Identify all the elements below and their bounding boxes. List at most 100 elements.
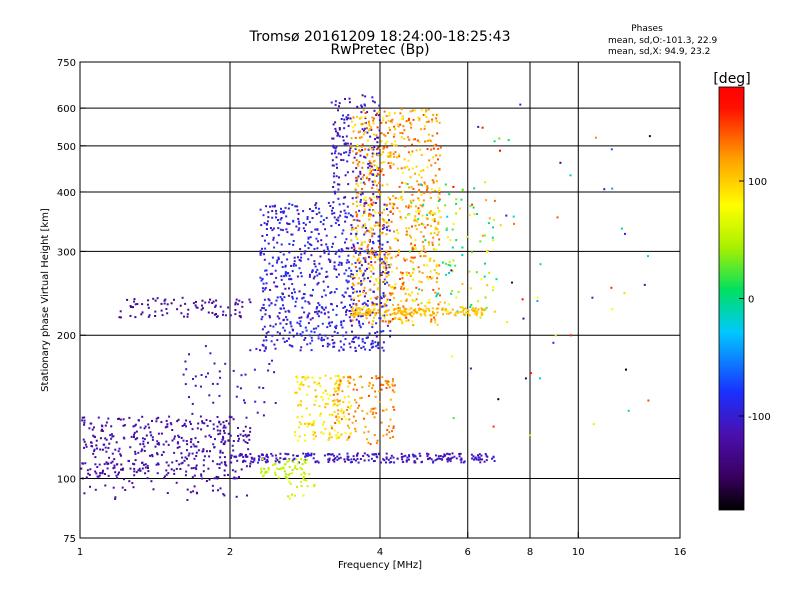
data-point [331,213,333,215]
data-point [359,171,361,173]
data-point [372,268,374,270]
data-point [103,444,105,446]
data-point [224,464,226,466]
data-point [298,229,300,231]
data-point [378,182,380,184]
data-point [302,331,304,333]
data-point [109,434,111,436]
data-point [371,148,373,150]
data-point [278,258,280,260]
data-point [338,256,340,258]
data-point [347,248,349,250]
data-point [347,425,349,427]
data-point [474,313,476,315]
data-point [280,211,282,213]
data-point [355,233,357,235]
data-point [411,144,413,146]
data-point [194,485,196,487]
data-point [202,307,204,309]
data-point [299,248,301,250]
data-point [237,386,239,388]
data-point [351,263,353,265]
data-point [391,271,393,273]
data-point [352,197,354,199]
data-point [349,407,351,409]
data-point [315,396,317,398]
data-point [496,278,498,280]
data-point [179,468,181,470]
data-point [329,261,331,263]
data-point [360,347,362,349]
data-point [342,159,344,161]
data-point [492,239,494,241]
data-point [286,231,288,233]
data-point [328,259,330,261]
data-point [390,247,392,249]
data-point [406,272,408,274]
data-point [343,416,345,418]
data-point [470,304,472,306]
data-point [189,421,191,423]
data-point [432,244,434,246]
data-point [369,136,371,138]
data-point [263,283,265,285]
data-point [134,432,136,434]
data-point [356,219,358,221]
data-point [443,309,445,311]
data-point [373,134,375,136]
data-point [406,120,408,122]
data-point [202,451,204,453]
data-point [94,471,96,473]
data-point [278,477,280,479]
data-point [294,260,296,262]
data-point [430,140,432,142]
data-point [308,313,310,315]
data-point [315,327,317,329]
data-point [390,457,392,459]
data-point [394,287,396,289]
data-point [404,182,406,184]
data-point [348,418,350,420]
data-point [258,459,260,461]
data-point [338,176,340,178]
data-point [336,405,338,407]
data-point [363,346,365,348]
data-point [333,123,335,125]
data-point [435,154,437,156]
data-point [283,296,285,298]
data-point [137,452,139,454]
data-point [398,125,400,127]
data-point [356,312,358,314]
data-point [399,210,401,212]
data-point [346,262,348,264]
data-point [335,416,337,418]
data-point [386,434,388,436]
data-point [403,456,405,458]
data-point [374,305,376,307]
data-point [110,425,112,427]
data-point [447,461,449,463]
data-point [426,121,428,123]
data-point [361,410,363,412]
data-point [379,258,381,260]
data-point [267,211,269,213]
data-point [363,109,365,111]
data-point [222,452,224,454]
data-point [227,307,229,309]
data-point [352,315,354,317]
data-point [352,162,354,164]
data-point [267,370,269,372]
data-point [321,296,323,298]
data-point [367,167,369,169]
data-point [192,476,194,478]
data-point [286,319,288,321]
data-point [312,289,314,291]
data-point [320,431,322,433]
data-point [201,374,203,376]
data-point [376,185,378,187]
data-point [161,454,163,456]
data-point [337,409,339,411]
data-point [142,468,144,470]
data-point [222,436,224,438]
data-point [249,349,251,351]
